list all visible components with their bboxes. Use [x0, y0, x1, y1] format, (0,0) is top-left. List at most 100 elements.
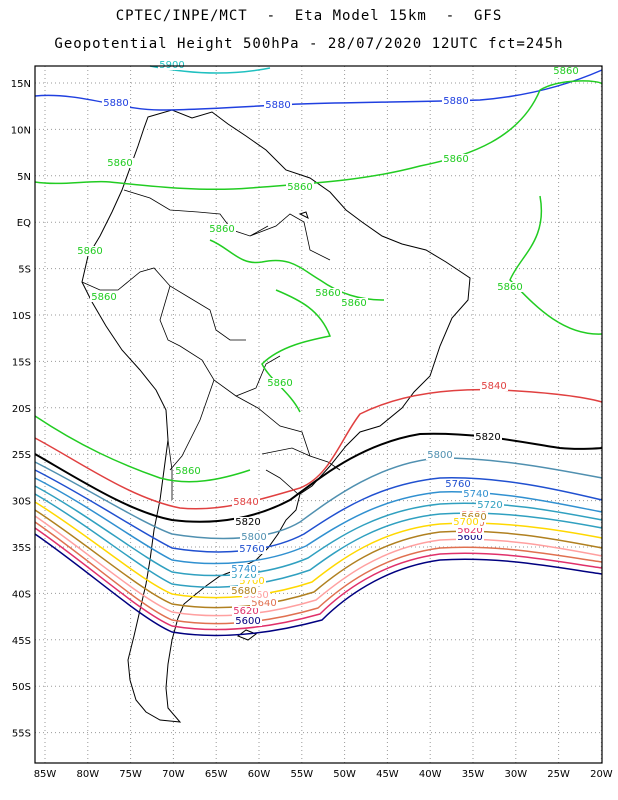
contour-label-5840: 5840: [481, 381, 506, 392]
contour-5800: [34, 457, 603, 540]
contour-5600: [34, 533, 603, 637]
contour-5840: [34, 388, 603, 510]
geopotential-contours: [34, 65, 603, 637]
contour-label-bg: [250, 598, 278, 608]
lon-tick-label: 30W: [504, 769, 527, 780]
contour-label-bg: [462, 489, 490, 499]
contour-label-bg: [314, 288, 342, 298]
contour-label-bg: [452, 517, 480, 527]
contour-label-bg: [234, 517, 262, 527]
contour-label-5860: 5860: [443, 154, 468, 165]
contour-label-bg: [266, 378, 294, 388]
lat-tick-label: 25S: [12, 450, 31, 461]
contour-label-bg: [106, 158, 134, 168]
lat-tick-label: 15N: [11, 79, 31, 90]
contour-label-bg: [232, 497, 260, 507]
lon-tick-label: 20W: [590, 769, 613, 780]
contour-label-5860: 5860: [267, 378, 292, 389]
lat-tick-label: 40S: [12, 589, 31, 600]
lon-tick-label: 55W: [290, 769, 313, 780]
contour-5860-north: [34, 80, 603, 191]
contour-5860-amazon: [209, 239, 385, 413]
contour-5620: [34, 527, 603, 631]
contour-label-5740: 5740: [231, 564, 256, 575]
contour-label-5800: 5800: [241, 532, 266, 543]
contour-label-5720: 5720: [477, 500, 502, 511]
contour-label-bg: [456, 525, 484, 535]
contour-label-bg: [238, 544, 266, 554]
contour-label-5860: 5860: [287, 182, 312, 193]
lat-lon-grid: [35, 66, 602, 763]
contour-label-bg: [442, 154, 470, 164]
lat-tick-label: 50S: [12, 682, 31, 693]
contour-label-5860: 5860: [497, 282, 522, 293]
lon-tick-label: 75W: [119, 769, 142, 780]
contour-label-bg: [102, 98, 130, 108]
contour-label-bg: [158, 60, 186, 70]
map-frame: [34, 65, 603, 764]
contour-5820: [34, 432, 603, 523]
lat-tick-label: EQ: [17, 218, 31, 229]
contour-5660: [34, 515, 603, 617]
contour-label-bg: [496, 282, 524, 292]
contour-label-5880: 5880: [443, 96, 468, 107]
lon-tick-label: 25W: [547, 769, 570, 780]
contour-label-5700: 5700: [239, 576, 264, 587]
contour-label-bg: [444, 479, 472, 489]
contour-labels: 5600560056205620564056405660566056805680…: [76, 60, 580, 627]
lon-tick-label: 45W: [376, 769, 399, 780]
lon-tick-label: 50W: [333, 769, 356, 780]
contour-label-bg: [230, 586, 258, 596]
lat-tick-label: 35S: [12, 543, 31, 554]
continent-outline: [81, 109, 471, 723]
contour-label-5760: 5760: [445, 479, 470, 490]
contour-label-5860: 5860: [91, 292, 116, 303]
contour-5680: [34, 509, 603, 609]
lat-tick-label: 5S: [18, 265, 31, 276]
contour-label-bg: [174, 466, 202, 476]
contour-label-bg: [442, 96, 470, 106]
south-atlantic-islands: [236, 211, 309, 641]
lat-tick-label: 45S: [12, 636, 31, 647]
contour-label-5820: 5820: [475, 432, 500, 443]
chart-title-line2: Geopotential Height 500hPa - 28/07/2020 …: [54, 36, 564, 52]
contour-label-bg: [230, 570, 258, 580]
contour-label-bg: [474, 432, 502, 442]
lat-tick-label: 10S: [12, 311, 31, 322]
lon-tick-label: 70W: [162, 769, 185, 780]
contour-label-5840: 5840: [233, 497, 258, 508]
contour-5760: [34, 477, 603, 565]
contour-5720: [34, 493, 603, 588]
lon-tick-label: 35W: [462, 769, 485, 780]
south-america-landmass: [81, 109, 471, 723]
contour-label-5860: 5860: [175, 466, 200, 477]
lon-tick-label: 85W: [34, 769, 57, 780]
contour-label-bg: [264, 100, 292, 110]
contour-label-5760: 5760: [239, 544, 264, 555]
contour-label-bg: [426, 450, 454, 460]
lat-tick-label: 5N: [17, 172, 31, 183]
contour-label-bg: [238, 576, 266, 586]
contour-label-5680: 5680: [231, 586, 256, 597]
contour-label-5860: 5860: [341, 298, 366, 309]
country-borders: [81, 189, 341, 500]
contour-label-5860: 5860: [77, 246, 102, 257]
lon-tick-label: 40W: [419, 769, 442, 780]
lon-tick-label: 65W: [205, 769, 228, 780]
lat-tick-label: 15S: [12, 357, 31, 368]
contour-label-5620: 5620: [457, 525, 482, 536]
contour-label-5860: 5860: [315, 288, 340, 299]
lat-tick-label: 10N: [11, 125, 31, 136]
contour-label-5820: 5820: [235, 517, 260, 528]
contour-label-5640: 5640: [251, 598, 276, 609]
axis-ticks: 15N 10N 5N EQ 5S 10S 15S 20S 25S 30S 35S 40S 45S 50S 5…: [11, 79, 613, 780]
contour-label-bg: [230, 564, 258, 574]
chart-title-line1: CPTEC/INPE/MCT - Eta Model 15km - GFS: [115, 8, 503, 24]
lat-tick-label: 55S: [12, 729, 31, 740]
contour-label-5860: 5860: [209, 224, 234, 235]
contour-label-bg: [240, 532, 268, 542]
contour-label-bg: [340, 298, 368, 308]
lat-tick-label: 30S: [12, 497, 31, 508]
contour-5860-south: [34, 415, 251, 483]
